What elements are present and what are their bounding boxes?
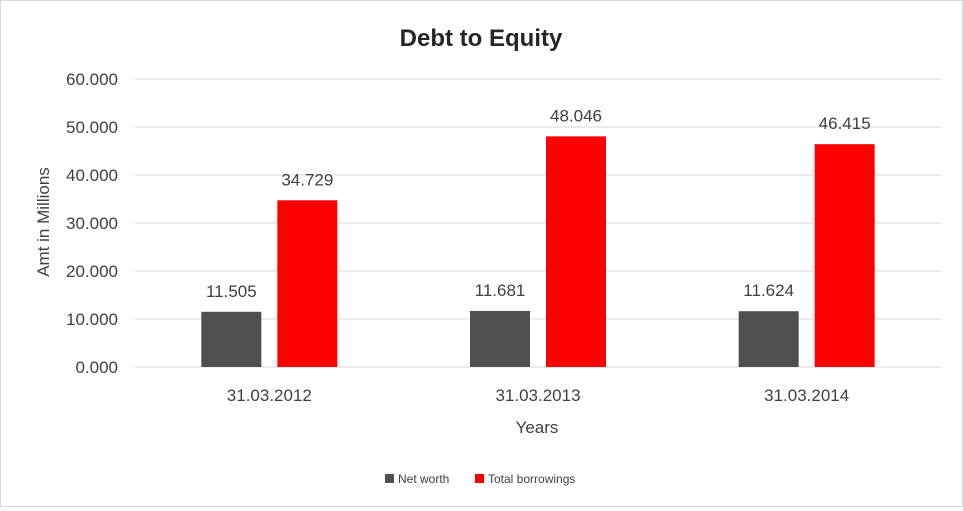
legend: Net worth Total borrowings (385, 472, 575, 486)
y-tick-label: 10.000 (66, 310, 118, 329)
y-tick-label: 60.000 (66, 70, 118, 89)
bars (201, 136, 875, 367)
legend-label: Net worth (398, 472, 449, 486)
y-axis-title: Amt in Millions (34, 167, 53, 277)
y-axis-tick-labels: 0.000 10.000 20.000 30.000 40.000 50.000 60.00… (66, 70, 118, 377)
y-tick-label: 0.000 (75, 358, 118, 377)
y-tick-label: 30.000 (66, 214, 118, 233)
data-labels: 11.505 34.729 11.681 48.046 11.624 46.415 (206, 106, 871, 300)
bar-total-borrowings (814, 144, 875, 367)
gridlines (135, 78, 941, 368)
bar-net-worth (201, 311, 262, 367)
bar-net-worth (738, 311, 799, 367)
y-tick-label: 40.000 (66, 166, 118, 185)
y-tick-label: 50.000 (66, 118, 118, 137)
x-axis-title: Years (516, 418, 559, 437)
legend-label: Total borrowings (488, 472, 575, 486)
x-tick-label: 31.03.2014 (764, 386, 849, 405)
bar-net-worth (470, 310, 530, 367)
data-label: 11.681 (475, 281, 526, 300)
x-axis-tick-labels: 31.03.2012 31.03.2013 31.03.2014 (227, 386, 849, 405)
y-tick-label: 20.000 (66, 262, 118, 281)
data-label: 11.505 (206, 282, 257, 301)
x-tick-label: 31.03.2013 (495, 386, 580, 405)
data-label: 34.729 (281, 170, 333, 189)
data-label: 48.046 (550, 106, 602, 125)
data-label: 11.624 (743, 281, 794, 300)
data-label: 46.415 (819, 114, 871, 133)
bar-total-borrowings (546, 136, 606, 367)
chart-title: Debt to Equity (400, 25, 563, 52)
legend-swatch (475, 474, 484, 483)
x-tick-label: 31.03.2012 (227, 386, 312, 405)
bar-total-borrowings (277, 200, 338, 367)
legend-swatch (385, 474, 394, 483)
